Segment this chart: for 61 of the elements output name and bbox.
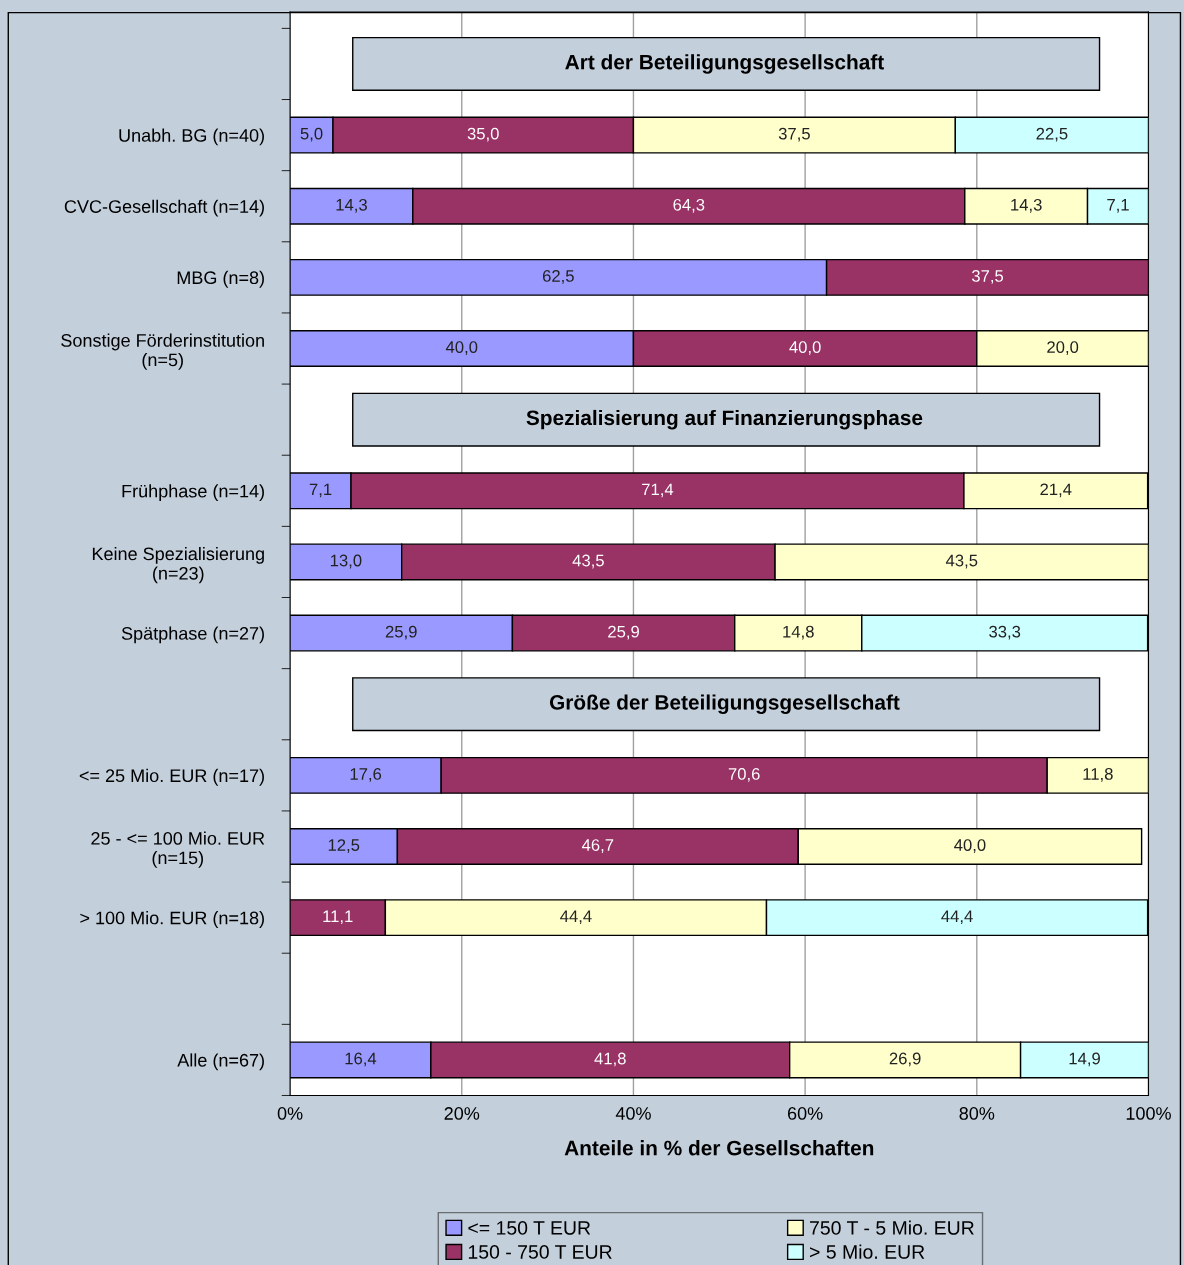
x-axis-title: Anteile in % der Gesellschaften [564,1140,874,1156]
data-label: 44,4 [560,910,592,925]
y-tick-label: Alle (n=67) [177,1053,264,1071]
data-label: 14,3 [336,198,367,213]
data-label: 25,9 [385,625,417,640]
y-tick-label: CVC-Gesellschaft (n=14) [64,199,264,217]
data-label: 21,4 [1040,483,1072,498]
data-label: 14,9 [1069,1052,1100,1067]
data-label: 41,8 [594,1052,626,1067]
y-tick-label: Spätphase (n=27) [121,626,264,644]
data-label: 11,8 [1083,768,1113,782]
data-label: 43,5 [572,554,604,569]
x-tick-label: 0% [277,1107,303,1120]
data-label: 37,5 [971,270,1004,284]
data-label: 5,0 [300,127,323,142]
data-label: 7,1 [1107,199,1129,213]
y-tick-label: MBG (n=8) [177,270,264,288]
x-tick-label: 40% [615,1107,651,1120]
data-label: 62,5 [542,270,574,284]
data-label: 43,5 [945,554,978,569]
y-tick-label: <= 25 Mio. EUR (n=17) [79,768,264,786]
annotation: Spezialisierung auf Finanzierungsphase [526,409,923,430]
annotation: Größe der Beteiligungsgesellschaft [549,694,900,714]
data-label: 64,3 [673,198,705,213]
data-label: 11,1 [323,910,353,925]
data-label: 26,9 [889,1052,921,1067]
legend-label: 750 T - 5 Mio. EUR [810,1220,974,1235]
legend-label: 150 - 750 T EUR [468,1245,612,1259]
x-tick-label: 100% [1126,1107,1171,1120]
y-tick-label: Sonstige Förderinstitution (n=5) [61,333,264,370]
data-label: 17,6 [350,768,382,782]
data-label: 14,8 [783,625,814,640]
y-tick-label: > 100 Mio. EUR (n=18) [80,911,264,928]
data-label: 25,9 [608,625,639,640]
data-label: 40,0 [954,839,986,853]
data-label: 7,1 [309,483,332,498]
data-label: 20,0 [1047,341,1079,355]
y-tick-label: Keine Spezialisierung (n=23) [92,546,264,584]
data-label: 14,3 [1011,198,1042,213]
data-label: 16,4 [345,1052,377,1067]
data-label: 46,7 [581,839,614,853]
y-tick-label: Unabh. BG (n=40) [119,128,264,146]
data-label: 22,5 [1036,127,1068,142]
x-tick-label: 60% [787,1107,823,1120]
annotation: Art der Beteiligungsgesellschaft [565,54,884,74]
data-label: 44,4 [941,910,973,925]
y-tick-label: Frühphase (n=14) [122,484,264,502]
data-label: 71,4 [642,483,674,498]
x-tick-label: 20% [444,1107,480,1120]
data-label: 12,5 [328,839,360,853]
legend-label: > 5 Mio. EUR [810,1244,925,1259]
data-label: 40,0 [789,341,821,355]
x-tick-label: 80% [959,1107,995,1120]
data-label: 40,0 [445,341,478,355]
data-label: 35,0 [467,127,499,142]
data-label: 13,0 [330,554,362,569]
data-label: 70,6 [728,768,760,782]
data-label: 37,5 [778,127,810,142]
data-label: 33,3 [989,625,1021,640]
legend-label: <= 150 T EUR [468,1221,591,1235]
y-tick-label: 25 - <= 100 Mio. EUR (n=15) [91,831,265,868]
